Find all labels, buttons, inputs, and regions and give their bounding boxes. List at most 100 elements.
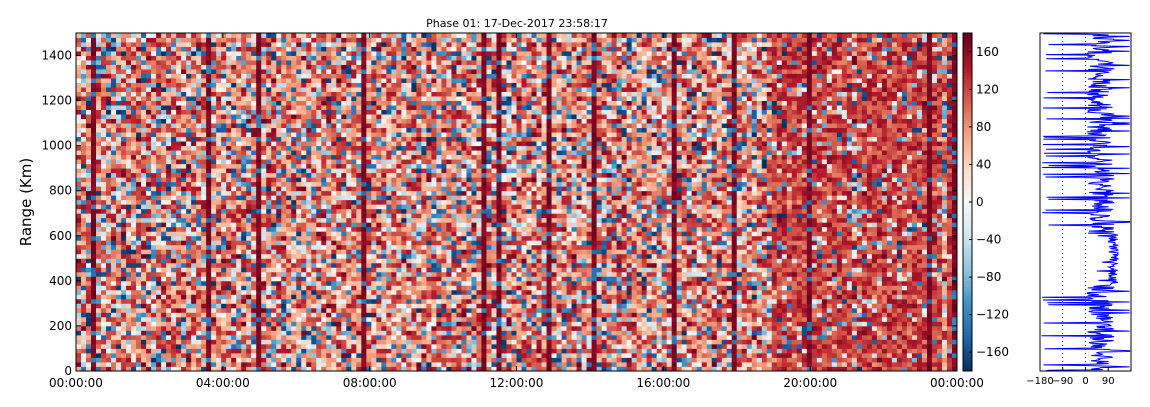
heatmap-cell xyxy=(161,55,167,61)
heatmap-cell xyxy=(336,226,342,232)
heatmap-cell xyxy=(376,64,382,70)
heatmap-cell xyxy=(151,294,157,300)
heatmap-cell xyxy=(371,114,377,120)
heatmap-cell xyxy=(106,132,112,138)
heatmap-cell xyxy=(151,271,157,277)
heatmap-cell xyxy=(321,339,327,345)
heatmap-cell xyxy=(371,100,377,106)
heatmap-cell xyxy=(236,204,242,210)
heatmap-cell xyxy=(391,303,397,309)
heatmap-cell xyxy=(326,136,332,142)
heatmap-cell xyxy=(346,208,352,214)
heatmap-cell xyxy=(356,172,362,178)
heatmap-cell xyxy=(396,141,402,147)
heatmap-cell xyxy=(196,208,202,214)
heatmap-cell xyxy=(156,325,162,331)
heatmap-cell xyxy=(396,73,402,79)
heatmap-cell xyxy=(206,289,212,295)
heatmap-cell xyxy=(371,213,377,219)
heatmap-cell xyxy=(251,82,257,88)
heatmap-cell xyxy=(161,132,167,138)
heatmap-cell xyxy=(311,127,317,133)
heatmap-cell xyxy=(401,339,407,345)
heatmap-cell xyxy=(86,217,92,223)
heatmap-cell xyxy=(366,33,372,38)
heatmap-cell xyxy=(351,199,357,205)
heatmap-cell xyxy=(356,150,362,156)
heatmap-cell xyxy=(181,82,187,88)
heatmap-cell xyxy=(356,280,362,286)
heatmap-cell xyxy=(351,348,357,354)
heatmap-cell xyxy=(291,361,297,367)
heatmap-cell xyxy=(181,280,187,286)
heatmap-cell xyxy=(136,96,142,101)
heatmap-cell xyxy=(351,325,357,331)
heatmap-cell xyxy=(401,96,407,101)
heatmap-cell xyxy=(271,96,277,101)
heatmap-cell xyxy=(156,100,162,106)
heatmap-cell xyxy=(131,258,137,264)
heatmap-cell xyxy=(181,118,187,124)
heatmap-cell xyxy=(286,127,292,133)
heatmap-cell xyxy=(166,186,172,192)
heatmap-cell xyxy=(361,298,367,304)
heatmap-cell xyxy=(341,303,347,309)
heatmap-cell xyxy=(196,109,202,115)
heatmap-cell xyxy=(371,172,377,178)
heatmap-cell xyxy=(261,321,267,327)
heatmap-cell xyxy=(316,136,322,142)
heatmap-cell xyxy=(246,177,252,183)
heatmap-cell xyxy=(226,118,232,124)
heatmap-cell xyxy=(391,339,397,345)
heatmap-cell xyxy=(111,51,117,56)
heatmap-cell xyxy=(361,109,367,115)
heatmap-cell xyxy=(191,276,197,282)
heatmap-cell xyxy=(301,330,307,336)
heatmap-cell xyxy=(206,352,212,358)
heatmap-cell xyxy=(261,118,267,124)
heatmap-cell xyxy=(141,141,147,147)
heatmap-cell xyxy=(151,87,157,92)
heatmap-cell xyxy=(176,132,182,138)
heatmap-cell xyxy=(171,55,177,61)
heatmap-cell xyxy=(191,82,197,88)
heatmap-cell xyxy=(111,204,117,210)
heatmap-cell xyxy=(396,199,402,205)
heatmap-cell xyxy=(321,235,327,241)
heatmap-cell xyxy=(301,150,307,156)
heatmap-cell xyxy=(406,312,412,318)
heatmap-cell xyxy=(261,226,267,232)
heatmap-cell xyxy=(386,366,392,372)
heatmap-cell xyxy=(106,361,112,367)
heatmap-cell xyxy=(116,114,122,120)
heatmap-cell xyxy=(241,91,247,97)
heatmap-cell xyxy=(176,325,182,331)
heatmap-cell xyxy=(271,118,277,124)
heatmap-cell xyxy=(311,303,317,309)
heatmap-cell xyxy=(141,78,147,83)
heatmap-cell xyxy=(251,361,257,367)
heatmap-cell xyxy=(341,69,347,74)
heatmap-cell xyxy=(386,357,392,363)
heatmap-cell xyxy=(141,298,147,304)
heatmap-cell xyxy=(81,46,87,52)
heatmap-cell xyxy=(311,240,317,246)
heatmap-cell xyxy=(376,307,382,313)
heatmap-cell xyxy=(151,46,157,52)
heatmap-cell xyxy=(166,280,172,286)
heatmap-cell xyxy=(281,127,287,133)
heatmap-cell xyxy=(181,253,187,259)
heatmap-cell xyxy=(406,321,412,327)
heatmap-cell xyxy=(356,69,362,74)
heatmap-cell xyxy=(326,100,332,106)
heatmap-cell xyxy=(286,244,292,250)
heatmap-cell xyxy=(201,231,207,237)
heatmap-cell xyxy=(261,307,267,313)
heatmap-cell xyxy=(76,204,82,210)
heatmap-cell xyxy=(386,51,392,56)
heatmap-cell xyxy=(206,334,212,340)
heatmap-cell xyxy=(216,145,222,151)
heatmap-cell xyxy=(166,199,172,205)
heatmap-cell xyxy=(121,141,127,147)
heatmap-cell xyxy=(236,366,242,372)
